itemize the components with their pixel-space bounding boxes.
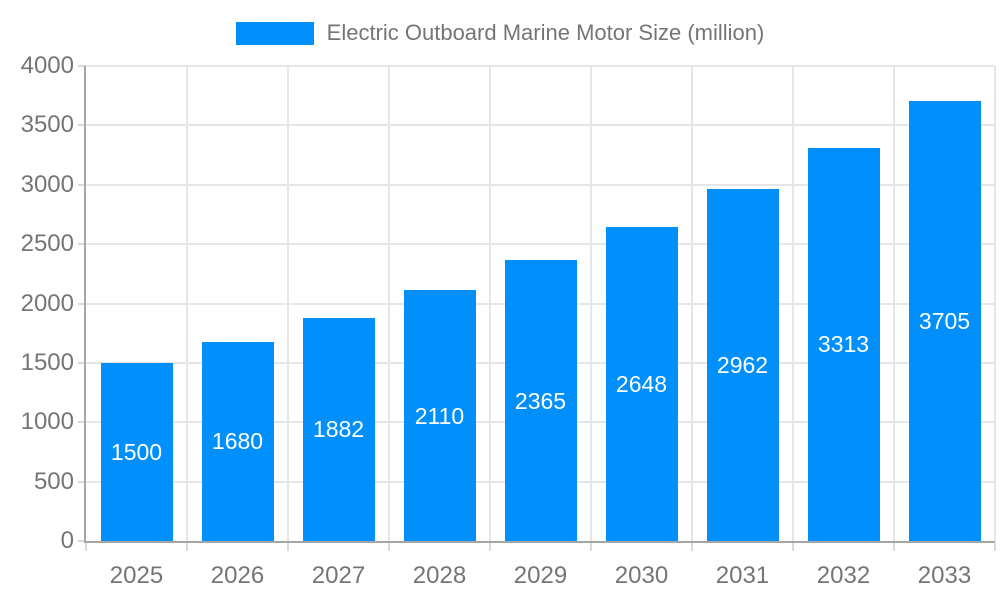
y-axis-tick bbox=[78, 65, 86, 67]
x-axis-tick bbox=[893, 543, 895, 551]
gridline-vertical bbox=[590, 66, 592, 541]
y-axis-tick bbox=[78, 183, 86, 186]
gridline-vertical bbox=[388, 66, 390, 541]
gridline-vertical bbox=[287, 66, 289, 541]
bar-value-label: 3313 bbox=[817, 331, 870, 358]
y-tick-label: 2500 bbox=[20, 230, 74, 258]
x-tick-label: 2025 bbox=[109, 562, 164, 589]
bar[interactable] bbox=[504, 260, 577, 541]
bar[interactable] bbox=[302, 317, 375, 541]
gridline-vertical bbox=[489, 66, 491, 541]
x-tick-label: 2032 bbox=[816, 562, 871, 589]
y-axis-tick bbox=[78, 421, 86, 424]
y-axis-tick bbox=[78, 540, 86, 542]
gridline-horizontal bbox=[86, 124, 995, 127]
gridline-vertical bbox=[792, 66, 794, 541]
x-axis-tick bbox=[85, 543, 87, 551]
bar-value-label: 2365 bbox=[514, 387, 567, 414]
y-tick-label: 500 bbox=[33, 467, 74, 495]
gridline-horizontal bbox=[86, 183, 995, 186]
bar[interactable] bbox=[605, 226, 678, 541]
bar[interactable] bbox=[706, 189, 779, 541]
bar-value-label: 1500 bbox=[110, 438, 163, 465]
x-axis-tick bbox=[489, 543, 491, 551]
legend-swatch-icon bbox=[235, 21, 314, 45]
bar-value-label: 1882 bbox=[312, 416, 365, 443]
x-tick-label: 2028 bbox=[412, 562, 467, 589]
x-axis-tick bbox=[994, 543, 996, 551]
bar[interactable] bbox=[807, 147, 880, 541]
y-tick-label: 3500 bbox=[20, 111, 74, 139]
x-axis-tick bbox=[590, 543, 592, 551]
bar-value-label: 2110 bbox=[414, 402, 465, 429]
x-axis-tick bbox=[691, 543, 693, 551]
y-axis-tick bbox=[78, 302, 86, 305]
y-axis-tick bbox=[78, 243, 86, 246]
y-tick-label: 1500 bbox=[20, 348, 74, 376]
bar[interactable] bbox=[908, 101, 981, 541]
y-tick-label: 1000 bbox=[20, 408, 74, 436]
bar[interactable] bbox=[201, 341, 274, 541]
x-axis-tick bbox=[186, 543, 188, 551]
legend-label: Electric Outboard Marine Motor Size (mil… bbox=[326, 20, 765, 45]
x-tick-label: 2030 bbox=[614, 562, 669, 589]
y-tick-label: 4000 bbox=[20, 52, 74, 79]
gridline-horizontal bbox=[86, 65, 995, 67]
x-tick-label: 2027 bbox=[311, 562, 366, 589]
y-axis-tick bbox=[78, 361, 86, 364]
bar-value-label: 1680 bbox=[211, 428, 264, 455]
bar-value-label: 2962 bbox=[716, 352, 769, 379]
bar[interactable] bbox=[403, 290, 476, 541]
gridline-vertical bbox=[893, 66, 895, 541]
y-tick-label: 3000 bbox=[20, 170, 74, 198]
gridline-vertical bbox=[691, 66, 693, 541]
bar-value-label: 3705 bbox=[918, 308, 971, 335]
bar[interactable] bbox=[100, 362, 173, 541]
bar-value-label: 2648 bbox=[615, 370, 668, 397]
y-axis-line bbox=[84, 66, 86, 543]
gridline-vertical bbox=[186, 66, 188, 541]
x-axis-line bbox=[84, 541, 995, 543]
x-tick-label: 2033 bbox=[917, 562, 972, 589]
x-tick-label: 2026 bbox=[210, 562, 265, 589]
gridline-vertical bbox=[994, 66, 996, 541]
y-tick-label: 2000 bbox=[20, 289, 74, 317]
x-axis-tick bbox=[792, 543, 794, 551]
x-axis-tick bbox=[388, 543, 390, 551]
y-axis-tick bbox=[78, 480, 86, 483]
x-axis-tick bbox=[287, 543, 289, 551]
x-tick-label: 2031 bbox=[715, 562, 770, 589]
gridline-horizontal bbox=[86, 243, 995, 246]
legend[interactable]: Electric Outboard Marine Motor Size (mil… bbox=[0, 20, 1000, 46]
x-tick-label: 2029 bbox=[513, 562, 568, 589]
y-axis-tick bbox=[78, 124, 86, 127]
y-tick-label: 0 bbox=[60, 527, 74, 554]
